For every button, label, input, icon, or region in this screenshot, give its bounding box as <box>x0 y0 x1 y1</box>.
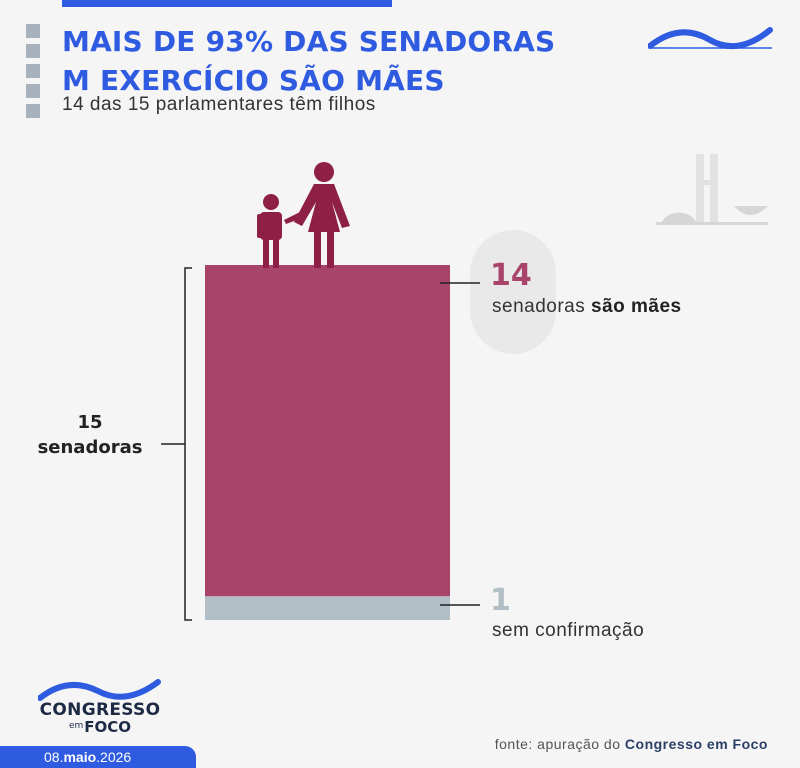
source-prefix: fonte: apuração do <box>494 736 625 752</box>
date-year: .2026 <box>96 749 132 765</box>
segment-label-mothers: senadoras são mães <box>492 296 682 318</box>
national-congress-building-icon <box>656 154 768 225</box>
source-note: fonte: apuração do Congresso em Foco <box>495 736 768 752</box>
title-line-2: M EXERCÍCIO SÃO MÃES <box>62 64 445 97</box>
segment-label-mothers-prefix: senadoras <box>492 296 592 317</box>
logo-word-foco: emFOCO <box>30 718 170 736</box>
logo-word-em: em <box>68 721 84 731</box>
date-badge: 08.maio.2026 <box>0 746 196 768</box>
segment-label-mothers-bold: são mães <box>591 296 682 317</box>
total-label-text: senadoras <box>37 437 143 458</box>
value-label-mothers: 14 <box>490 258 532 293</box>
total-label-number: 15 <box>77 412 103 433</box>
congresso-logo-mark-icon <box>38 679 161 701</box>
decor-square <box>26 104 40 118</box>
logo-word-congresso: CONGRESSO <box>39 700 161 720</box>
decor-square <box>26 84 40 98</box>
bar-segment-mothers <box>205 265 450 597</box>
source-name: Congresso em Foco <box>624 736 768 752</box>
total-bracket <box>184 267 192 621</box>
decor-square <box>26 24 40 38</box>
top-accent-line <box>62 0 392 7</box>
chart-title: MAIS DE 93% DAS SENADORAS M EXERCÍCIO SÃ… <box>62 22 622 100</box>
highlight-bubble <box>470 230 556 354</box>
decor-square <box>26 44 40 58</box>
total-label: 15 senadoras <box>30 410 150 460</box>
mother-and-child-icon <box>257 162 350 268</box>
value-label-unconfirmed: 1 <box>490 583 511 618</box>
congresso-logo-icon <box>648 27 773 49</box>
chart-subtitle: 14 das 15 parlamentares têm filhos <box>62 94 376 115</box>
logo-word-foco-text: FOCO <box>84 718 132 736</box>
bar-segment-unconfirmed <box>205 596 450 620</box>
title-line-1: MAIS DE 93% DAS SENADORAS <box>62 25 556 58</box>
date-prefix: 08. <box>44 749 64 765</box>
date-month: maio <box>63 749 97 765</box>
segment-label-unconfirmed: sem confirmação <box>492 620 645 641</box>
decor-square <box>26 64 40 78</box>
